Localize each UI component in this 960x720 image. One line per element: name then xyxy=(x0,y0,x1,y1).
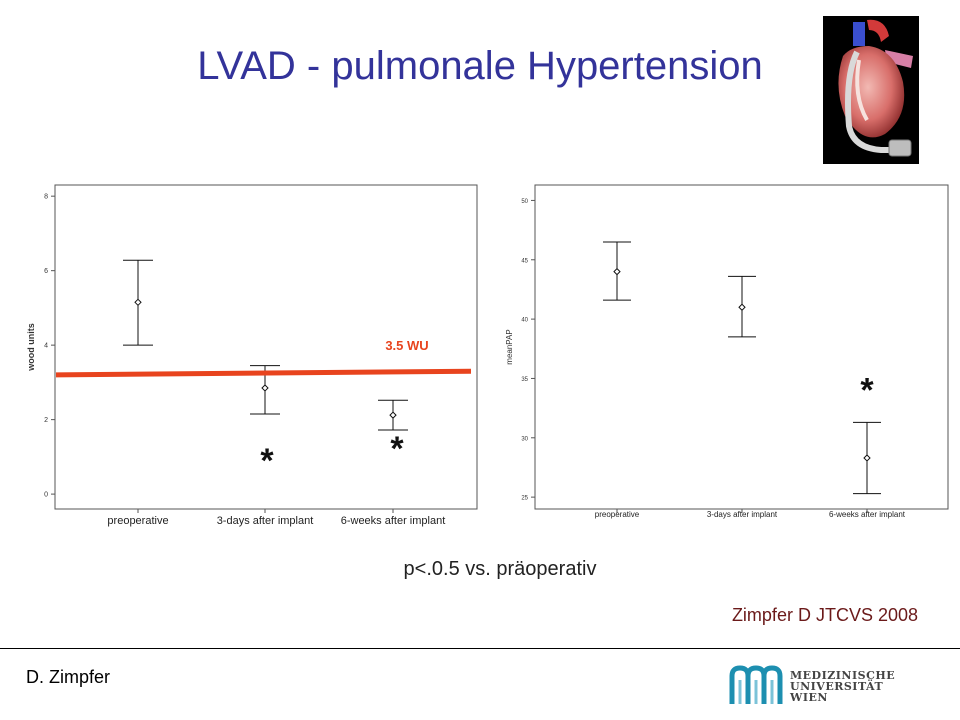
y-tick-label: 45 xyxy=(521,258,528,264)
y-tick-label: 4 xyxy=(44,343,48,350)
heart-lvad-image xyxy=(823,16,919,164)
x-tick-label: preoperative xyxy=(595,510,640,519)
y-tick-label: 0 xyxy=(44,492,48,499)
x-tick-label: 3-days after implant xyxy=(217,515,314,527)
x-tick-label: preoperative xyxy=(107,515,168,527)
significance-star: * xyxy=(860,371,874,409)
y-tick-label: 35 xyxy=(521,377,528,383)
pvr-chart: 0 2 4 6 8 wood units preoperative 3-days after … xyxy=(0,176,500,536)
meanpap-chart: 25 30 35 40 45 50 meanPAP preoperative 3-days af… xyxy=(500,176,960,536)
y-axis-label: meanPAP xyxy=(505,329,514,364)
x-tick-label: 6-weeks after implant xyxy=(829,510,906,519)
y-tick-label: 50 xyxy=(521,199,528,205)
y-tick-label: 8 xyxy=(44,194,48,201)
mean-marker xyxy=(389,411,397,419)
y-tick-label: 30 xyxy=(521,436,528,442)
footer-divider xyxy=(0,648,960,649)
mean-marker xyxy=(134,298,142,307)
citation: Zimpfer D JTCVS 2008 xyxy=(731,605,918,625)
threshold-line xyxy=(55,368,472,378)
significance-note: p<.0.5 vs. präoperativ xyxy=(403,558,597,580)
slide-title: LVAD - pulmonale Hypertension xyxy=(197,44,763,88)
university-logo: MEDIZINISCHE UNIVERSITÄT WIEN xyxy=(728,664,938,708)
author-name: D. Zimpfer xyxy=(26,667,111,687)
y-tick-label: 25 xyxy=(521,496,528,502)
plot-frame xyxy=(534,184,949,510)
x-tick-label: 6-weeks after implant xyxy=(341,515,446,527)
significance-star: * xyxy=(390,430,404,468)
mean-marker xyxy=(738,303,746,311)
threshold-label: 3.5 WU xyxy=(385,338,428,353)
mean-marker xyxy=(261,384,269,392)
x-tick-label: 3-days after implant xyxy=(707,510,778,519)
meanpap-chart-svg: 25 30 35 40 45 50 meanPAP preoperative 3-days af… xyxy=(505,184,949,519)
logo-text: MEDIZINISCHE UNIVERSITÄT WIEN xyxy=(790,670,895,703)
logo-line-2: UNIVERSITÄT xyxy=(790,680,884,693)
y-tick-label: 6 xyxy=(44,268,48,275)
logo-line-1: MEDIZINISCHE xyxy=(790,669,896,682)
significance-star: * xyxy=(260,442,274,480)
y-axis-label: wood units xyxy=(26,323,36,372)
y-tick-label: 2 xyxy=(44,417,48,424)
logo-icon xyxy=(729,665,783,704)
plot-frame xyxy=(54,184,478,510)
mean-marker xyxy=(613,267,621,276)
mean-marker xyxy=(863,454,871,462)
pvr-chart-svg: 0 2 4 6 8 wood units preoperative 3-days after … xyxy=(26,184,478,527)
logo-line-3: WIEN xyxy=(790,691,828,704)
y-tick-label: 40 xyxy=(521,318,528,324)
